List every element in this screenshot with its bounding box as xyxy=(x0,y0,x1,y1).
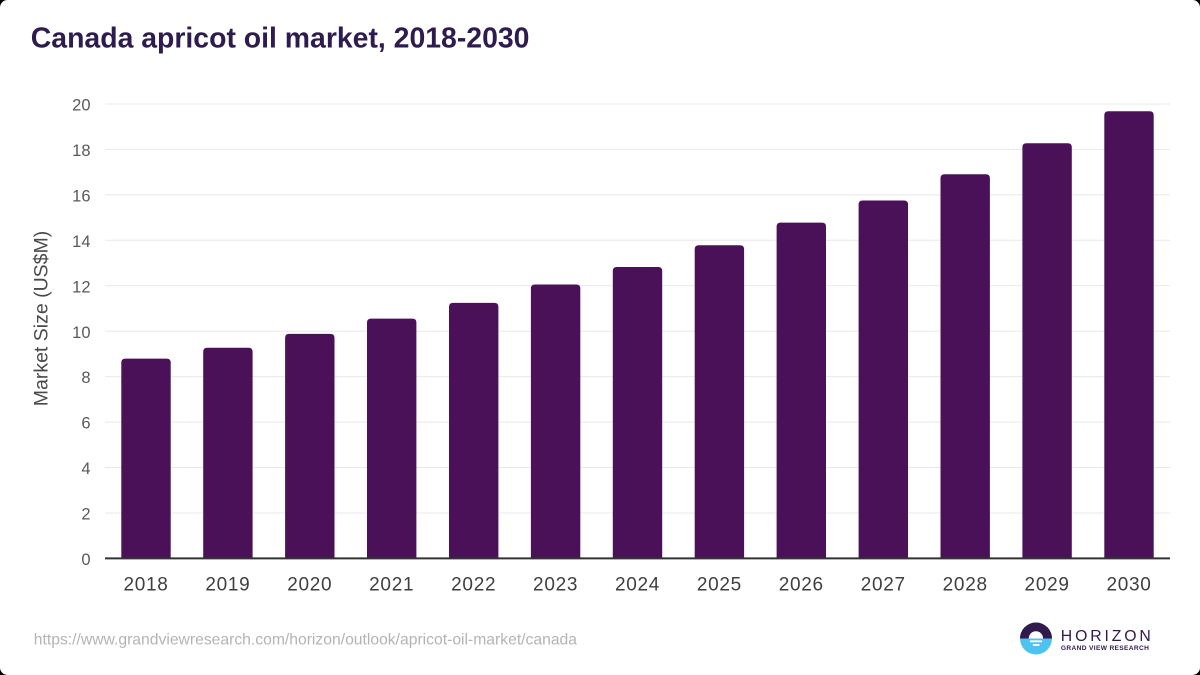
svg-text:2025: 2025 xyxy=(697,575,742,596)
svg-text:14: 14 xyxy=(72,233,90,251)
svg-text:2027: 2027 xyxy=(861,575,906,596)
svg-text:2: 2 xyxy=(81,506,90,524)
svg-text:10: 10 xyxy=(72,324,90,342)
svg-text:2024: 2024 xyxy=(615,575,660,596)
svg-text:Canada apricot oil market, 201: Canada apricot oil market, 2018-2030 xyxy=(31,22,530,54)
svg-text:18: 18 xyxy=(72,142,90,160)
svg-text:2022: 2022 xyxy=(451,575,496,596)
svg-text:8: 8 xyxy=(81,369,90,387)
svg-text:HORIZON: HORIZON xyxy=(1061,628,1154,645)
svg-text:4: 4 xyxy=(81,460,90,478)
svg-text:2023: 2023 xyxy=(533,575,578,596)
svg-text:2021: 2021 xyxy=(369,575,414,596)
svg-text:2018: 2018 xyxy=(123,575,168,596)
svg-text:https://www.grandviewresearch.: https://www.grandviewresearch.com/horizo… xyxy=(34,632,577,649)
svg-text:20: 20 xyxy=(72,97,90,115)
svg-text:2020: 2020 xyxy=(287,575,332,596)
svg-text:2026: 2026 xyxy=(779,575,824,596)
svg-text:2019: 2019 xyxy=(205,575,250,596)
svg-text:16: 16 xyxy=(72,188,90,206)
svg-text:Market Size (US$M): Market Size (US$M) xyxy=(31,231,53,407)
svg-text:2030: 2030 xyxy=(1106,575,1151,596)
svg-text:GRAND VIEW RESEARCH: GRAND VIEW RESEARCH xyxy=(1061,645,1150,652)
svg-text:2028: 2028 xyxy=(943,575,988,596)
svg-text:2029: 2029 xyxy=(1025,575,1070,596)
svg-text:0: 0 xyxy=(81,551,90,569)
svg-text:6: 6 xyxy=(81,415,90,433)
svg-text:12: 12 xyxy=(72,278,90,296)
